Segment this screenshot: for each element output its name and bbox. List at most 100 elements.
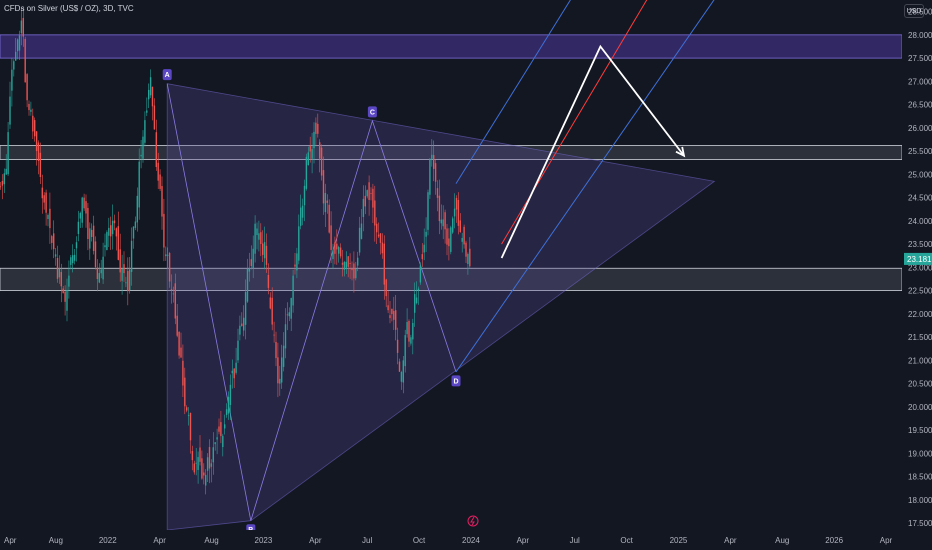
candle-body <box>28 103 30 111</box>
x-tick-label: 2022 <box>99 536 117 545</box>
y-tick-label: 19.000 <box>908 449 932 458</box>
candle-body <box>330 225 332 250</box>
candle-body <box>237 340 239 361</box>
candle-body <box>81 197 83 223</box>
candle-body <box>358 227 361 253</box>
candle-body <box>144 120 146 143</box>
candle-body <box>300 207 302 226</box>
candle-body <box>241 323 243 327</box>
candle-body <box>89 228 91 249</box>
candle-body <box>423 244 425 253</box>
candle-body <box>448 238 450 247</box>
candle-body <box>26 74 28 101</box>
y-tick-label: 25.500 <box>908 147 932 156</box>
candle-body <box>317 123 319 134</box>
candle-body <box>85 201 87 214</box>
candle-body <box>113 220 116 224</box>
abcd-path <box>166 83 457 521</box>
candle-body <box>341 262 344 265</box>
candle-body <box>0 186 2 188</box>
candle-body <box>252 248 254 269</box>
candle-body <box>307 152 309 166</box>
candle-body <box>186 407 188 411</box>
candle-body <box>239 325 241 335</box>
candle-body <box>75 242 78 249</box>
y-tick-label: 24.500 <box>908 194 932 203</box>
candle-body <box>106 232 108 251</box>
candle-body <box>165 254 167 257</box>
candle-body <box>463 226 465 245</box>
candle-body <box>60 272 62 287</box>
candle-body <box>452 218 454 233</box>
candle-body <box>205 474 207 486</box>
supply-zone <box>0 34 903 59</box>
candle-body <box>398 361 401 372</box>
candle-body <box>360 223 363 239</box>
candle-body <box>457 200 460 226</box>
candle-body <box>20 20 23 34</box>
candle-body <box>41 187 43 199</box>
candle-body <box>168 253 171 282</box>
candle-body <box>279 378 281 384</box>
candle-body <box>125 282 127 284</box>
candle-body <box>167 254 169 256</box>
candle-body <box>115 228 118 237</box>
candle-body <box>62 288 64 294</box>
projection-path <box>500 44 685 259</box>
candle-body <box>15 51 17 61</box>
candle-body <box>260 232 262 245</box>
candle-body <box>250 259 252 267</box>
candle-body <box>303 185 306 206</box>
candle-body <box>70 257 72 265</box>
point-C-label: C <box>370 109 375 116</box>
candle-body <box>159 174 161 189</box>
lightning-bolt-icon <box>470 516 475 526</box>
candle-body <box>311 149 313 159</box>
candle-body <box>296 253 298 271</box>
y-tick-label: 26.500 <box>908 101 932 110</box>
candle-body <box>400 372 403 382</box>
candle-body <box>18 35 21 51</box>
candle-body <box>178 331 180 356</box>
candle-body <box>184 377 186 407</box>
y-tick-label: 18.500 <box>908 473 932 482</box>
candle-body <box>136 195 138 223</box>
x-tick-label: Aug <box>775 536 789 545</box>
candle-body <box>271 297 273 325</box>
candle-body <box>224 424 226 429</box>
candle-body <box>376 223 378 233</box>
candle-body <box>246 268 249 302</box>
candle-body <box>225 409 228 415</box>
candle-body <box>404 335 406 367</box>
candle-body <box>273 334 275 336</box>
candle-body <box>34 120 36 137</box>
candle-body <box>438 195 441 222</box>
candle-body <box>91 229 93 237</box>
candle-body <box>7 132 9 175</box>
candle-body <box>170 289 173 290</box>
candle-body <box>294 264 296 267</box>
candle-body <box>24 38 26 83</box>
currency-button[interactable]: USD <box>904 4 924 18</box>
candle-body <box>461 237 463 242</box>
projection-arrowhead <box>675 146 686 158</box>
candle-body <box>146 110 148 113</box>
candle-body <box>298 226 300 261</box>
x-tick-label: 2025 <box>670 536 688 545</box>
candle-body <box>389 315 391 319</box>
candle-body <box>123 264 125 274</box>
x-tick-label: Jul <box>362 536 372 545</box>
candle-body <box>301 205 304 218</box>
candle-body <box>275 341 277 359</box>
candle-body <box>22 17 24 37</box>
candle-body <box>5 168 7 175</box>
candle-body <box>201 458 203 479</box>
candle-body <box>110 225 112 237</box>
candle-body <box>100 269 102 274</box>
lightning-icon <box>467 515 479 527</box>
channel-middle-line <box>501 0 648 245</box>
candle-body <box>410 337 412 344</box>
candle-body <box>148 89 150 100</box>
